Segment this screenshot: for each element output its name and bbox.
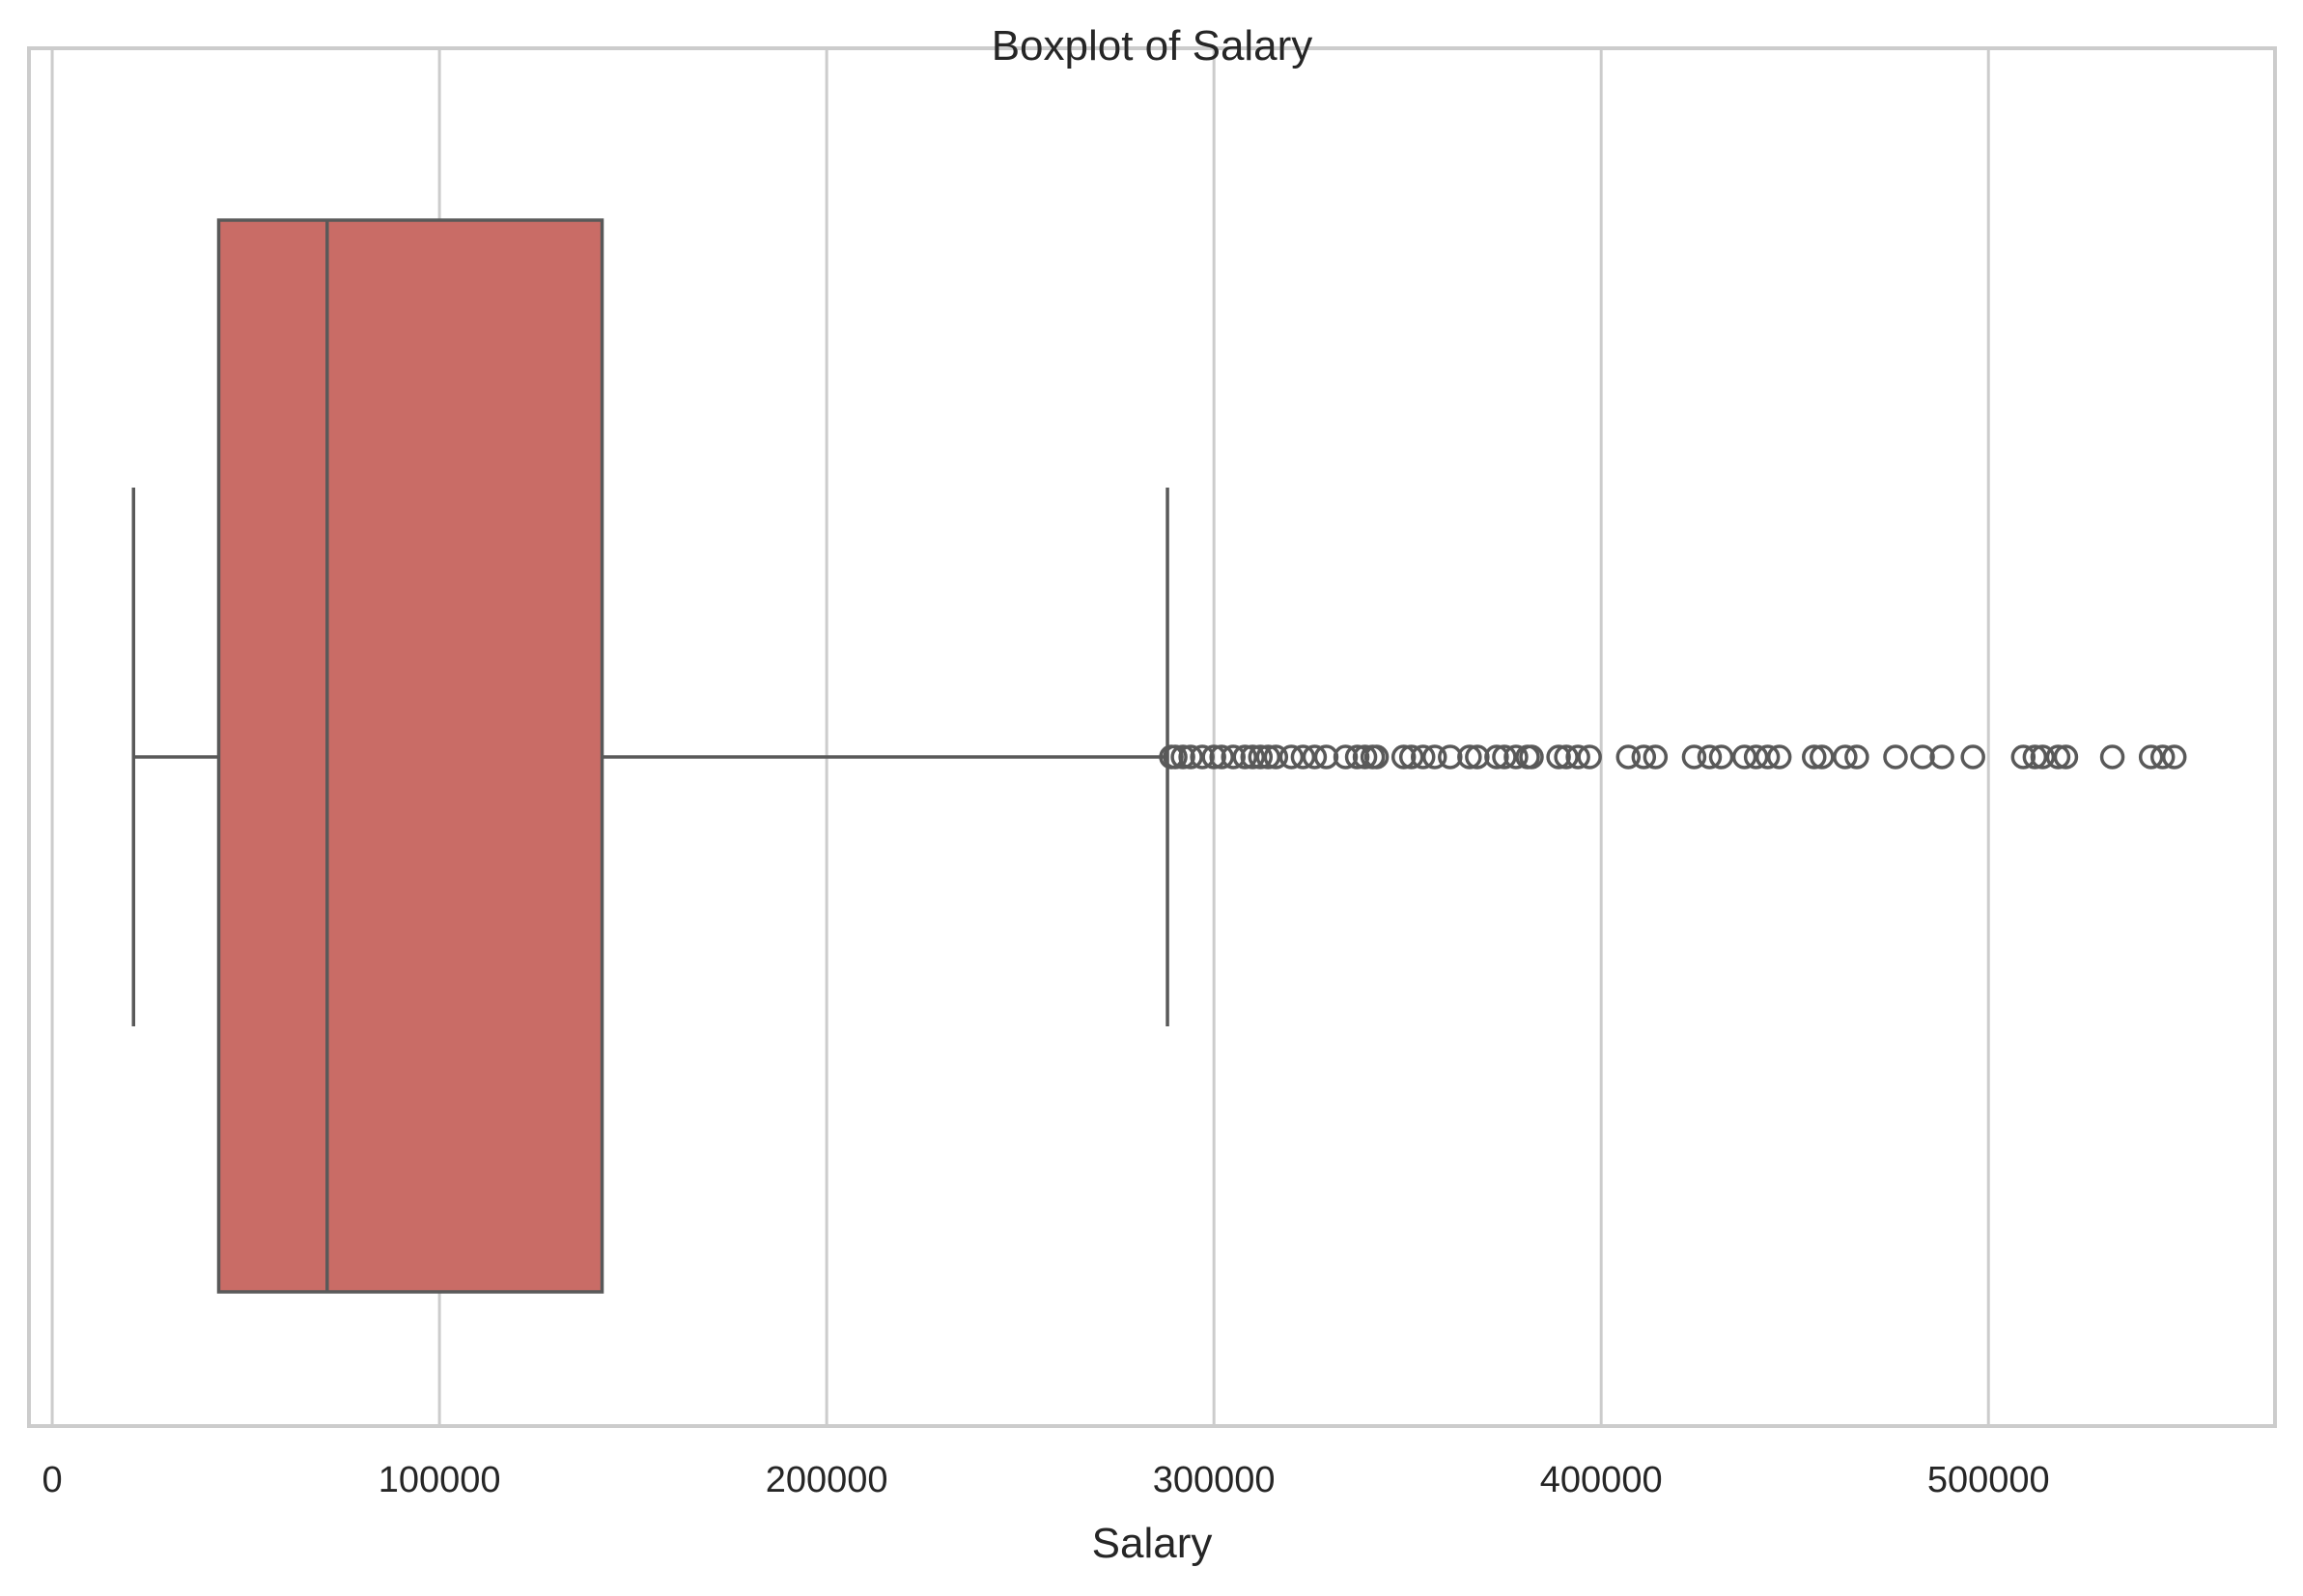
outlier-point	[1554, 744, 1579, 770]
outlier-point	[2045, 744, 2071, 770]
outlier-point	[1743, 744, 1769, 770]
outlier-point	[1802, 744, 1827, 770]
outlier-point	[1232, 744, 1257, 770]
outlier-point	[1492, 744, 1517, 770]
outlier-point	[1484, 744, 1509, 770]
outlier-point	[1398, 744, 1424, 770]
iqr-box	[216, 218, 604, 1294]
x-axis-label: Salary	[1092, 1520, 1213, 1567]
x-axis-ticks: 0 100000 200000 300000 400000 500000	[42, 1460, 2049, 1500]
x-tick-label: 0	[42, 1460, 62, 1500]
outlier-point	[2010, 744, 2036, 770]
outlier-point	[1363, 744, 1390, 770]
chart-title: Boxplot of Salary	[992, 22, 1313, 70]
outlier-point	[1438, 744, 1463, 770]
outlier-point	[1615, 744, 1642, 770]
outlier-point	[1255, 744, 1281, 770]
outlier-point	[1422, 744, 1447, 770]
outlier-point	[1465, 744, 1490, 770]
outlier-point	[1457, 744, 1482, 770]
outlier-point	[1248, 744, 1274, 770]
outlier-point	[1844, 744, 1869, 770]
outlier-point	[1178, 744, 1203, 770]
outlier-point	[1565, 744, 1590, 770]
x-tick-label: 400000	[1540, 1460, 1663, 1500]
outlier-point	[1333, 744, 1359, 770]
outlier-point	[1503, 744, 1529, 770]
outlier-point	[1278, 744, 1305, 770]
outlier-point	[1833, 744, 1858, 770]
outlier-point	[1708, 744, 1734, 770]
outlier-point	[1577, 744, 1602, 770]
outlier-point	[1631, 744, 1657, 770]
outlier-point	[1190, 744, 1215, 770]
outlier-point	[2138, 744, 2164, 770]
outlier-point	[1910, 744, 1935, 770]
x-tick-label: 200000	[766, 1460, 888, 1500]
outlier-point	[1221, 744, 1246, 770]
outlier-point	[1240, 744, 1266, 770]
outlier-point	[1344, 744, 1370, 770]
outlier-point	[1163, 744, 1188, 770]
outlier-point	[1410, 744, 1436, 770]
outlier-point	[1302, 744, 1328, 770]
outlier-point	[1352, 744, 1378, 770]
outlier-point	[2053, 744, 2079, 770]
outlier-point	[1755, 744, 1781, 770]
outlier-point	[1519, 744, 1544, 770]
outlier-point	[1546, 744, 1571, 770]
outlier-point	[1390, 744, 1417, 770]
outlier-point	[2030, 744, 2056, 770]
x-tick-label: 100000	[379, 1460, 501, 1500]
outlier-point	[1201, 744, 1226, 770]
outlier-point	[1263, 744, 1289, 770]
outlier-point	[1290, 744, 1316, 770]
outlier-point	[1810, 744, 1835, 770]
outlier-point	[1766, 744, 1792, 770]
outlier-point	[1883, 744, 1908, 770]
outlier-point	[2022, 744, 2048, 770]
plot-frame	[27, 46, 2277, 1428]
outlier-point	[1643, 744, 1669, 770]
box-marks	[131, 218, 2187, 1294]
outlier-point	[1313, 744, 1339, 770]
outlier-point	[1960, 744, 1985, 770]
outlier-point	[2149, 744, 2176, 770]
outlier-point	[1929, 744, 1954, 770]
outlier-point	[1697, 744, 1723, 770]
outlier-point	[2161, 744, 2187, 770]
x-tick-label: 300000	[1153, 1460, 1276, 1500]
outlier-point	[1170, 744, 1195, 770]
outlier-point	[1731, 744, 1757, 770]
outlier-point	[1209, 744, 1234, 770]
x-tick-label: 500000	[1927, 1460, 2050, 1500]
outlier-point	[2099, 744, 2125, 770]
outlier-point	[1681, 744, 1707, 770]
